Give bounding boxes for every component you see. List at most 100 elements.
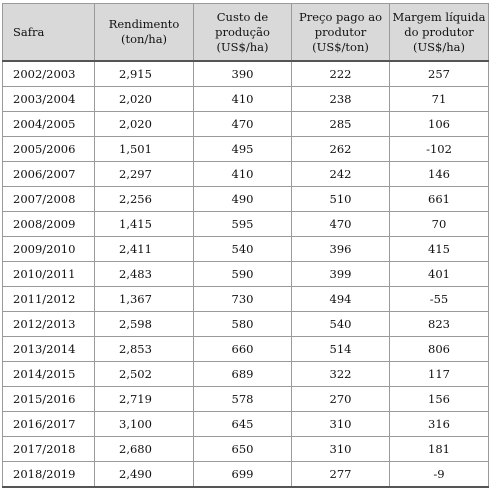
cell-safra: 2016/2017 [2, 411, 95, 437]
table-row: 2002/2003 2,915 390 222 257 [2, 60, 489, 87]
cell-safra: 2013/2014 [2, 336, 95, 362]
cell-safra: 2007/2008 [2, 186, 95, 212]
cell-safra: 2012/2013 [2, 311, 95, 337]
table-row: 2006/2007 2,297 410 242 146 [2, 161, 489, 187]
table-row: 2011/2012 1,367 730 494 -55 [2, 286, 489, 312]
table-row: 2009/2010 2,411 540 396 415 [2, 236, 489, 262]
cell-custo: 410 [193, 161, 292, 187]
cell-preco: 222 [291, 60, 390, 87]
cell-safra: 2017/2018 [2, 436, 95, 462]
cell-preco: 399 [291, 261, 390, 287]
cell-custo: 410 [193, 86, 292, 112]
cell-margem: 71 [389, 86, 489, 112]
cell-margem: 156 [389, 386, 489, 412]
cell-safra: 2010/2011 [2, 261, 95, 287]
table-row: 2016/2017 3,100 645 310 316 [2, 411, 489, 437]
cell-preco: 310 [291, 436, 390, 462]
header-custo-producao: Custo de produção (US$/ha) [193, 3, 292, 62]
cell-safra: 2002/2003 [2, 60, 95, 87]
safra-table: Safra Rendimento (ton/ha) Custo de produ… [2, 3, 489, 488]
header-preco-produtor: Preço pago ao produtor (US$/ton) [291, 3, 390, 62]
cell-custo: 730 [193, 286, 292, 312]
cell-rendimento: 2,483 [94, 261, 194, 287]
cell-custo: 645 [193, 411, 292, 437]
cell-rendimento: 2,502 [94, 361, 194, 387]
cell-margem: 106 [389, 111, 489, 137]
table-row: 2005/2006 1,501 495 262 -102 [2, 136, 489, 162]
cell-rendimento: 2,297 [94, 161, 194, 187]
cell-margem: -55 [389, 286, 489, 312]
table-row: 2008/2009 1,415 595 470 70 [2, 211, 489, 237]
cell-preco: 262 [291, 136, 390, 162]
table-row: 2004/2005 2,020 470 285 106 [2, 111, 489, 137]
cell-preco: 270 [291, 386, 390, 412]
cell-preco: 494 [291, 286, 390, 312]
cell-rendimento: 2,411 [94, 236, 194, 262]
cell-margem: 146 [389, 161, 489, 187]
table-row: 2017/2018 2,680 650 310 181 [2, 436, 489, 462]
cell-custo: 490 [193, 186, 292, 212]
cell-rendimento: 1,501 [94, 136, 194, 162]
cell-preco: 396 [291, 236, 390, 262]
cell-safra: 2009/2010 [2, 236, 95, 262]
cell-margem: 401 [389, 261, 489, 287]
cell-custo: 580 [193, 311, 292, 337]
cell-rendimento: 2,020 [94, 86, 194, 112]
cell-rendimento: 2,719 [94, 386, 194, 412]
cell-safra: 2011/2012 [2, 286, 95, 312]
cell-rendimento: 2,256 [94, 186, 194, 212]
cell-preco: 514 [291, 336, 390, 362]
cell-safra: 2006/2007 [2, 161, 95, 187]
cell-rendimento: 3,100 [94, 411, 194, 437]
cell-margem: -102 [389, 136, 489, 162]
cell-rendimento: 2,680 [94, 436, 194, 462]
cell-custo: 595 [193, 211, 292, 237]
cell-preco: 310 [291, 411, 390, 437]
cell-custo: 689 [193, 361, 292, 387]
cell-custo: 660 [193, 336, 292, 362]
table-header: Safra Rendimento (ton/ha) Custo de produ… [2, 3, 489, 62]
header-row: Safra Rendimento (ton/ha) Custo de produ… [2, 3, 489, 62]
cell-margem: 117 [389, 361, 489, 387]
table-row: 2010/2011 2,483 590 399 401 [2, 261, 489, 287]
cell-preco: 277 [291, 461, 390, 488]
data-table-container: Safra Rendimento (ton/ha) Custo de produ… [2, 3, 489, 488]
cell-rendimento: 2,020 [94, 111, 194, 137]
table-row: 2018/2019 2,490 699 277 -9 [2, 461, 489, 488]
cell-preco: 510 [291, 186, 390, 212]
cell-rendimento: 2,490 [94, 461, 194, 488]
table-row: 2013/2014 2,853 660 514 806 [2, 336, 489, 362]
cell-custo: 495 [193, 136, 292, 162]
cell-margem: 661 [389, 186, 489, 212]
cell-custo: 578 [193, 386, 292, 412]
cell-preco: 540 [291, 311, 390, 337]
cell-margem: 823 [389, 311, 489, 337]
cell-margem: -9 [389, 461, 489, 488]
cell-safra: 2003/2004 [2, 86, 95, 112]
cell-rendimento: 2,915 [94, 60, 194, 87]
cell-margem: 70 [389, 211, 489, 237]
cell-margem: 806 [389, 336, 489, 362]
cell-margem: 316 [389, 411, 489, 437]
cell-margem: 257 [389, 60, 489, 87]
cell-custo: 650 [193, 436, 292, 462]
cell-safra: 2005/2006 [2, 136, 95, 162]
table-row: 2003/2004 2,020 410 238 71 [2, 86, 489, 112]
cell-preco: 238 [291, 86, 390, 112]
table-row: 2015/2016 2,719 578 270 156 [2, 386, 489, 412]
cell-safra: 2015/2016 [2, 386, 95, 412]
cell-preco: 242 [291, 161, 390, 187]
table-row: 2007/2008 2,256 490 510 661 [2, 186, 489, 212]
table-row: 2012/2013 2,598 580 540 823 [2, 311, 489, 337]
cell-safra: 2008/2009 [2, 211, 95, 237]
cell-safra: 2014/2015 [2, 361, 95, 387]
cell-custo: 540 [193, 236, 292, 262]
cell-preco: 285 [291, 111, 390, 137]
cell-preco: 322 [291, 361, 390, 387]
header-rendimento: Rendimento (ton/ha) [94, 3, 194, 62]
cell-custo: 699 [193, 461, 292, 488]
table-body: 2002/2003 2,915 390 222 257 2003/2004 2,020 410… [2, 60, 489, 488]
cell-custo: 390 [193, 60, 292, 87]
cell-preco: 470 [291, 211, 390, 237]
table-row: 2014/2015 2,502 689 322 117 [2, 361, 489, 387]
